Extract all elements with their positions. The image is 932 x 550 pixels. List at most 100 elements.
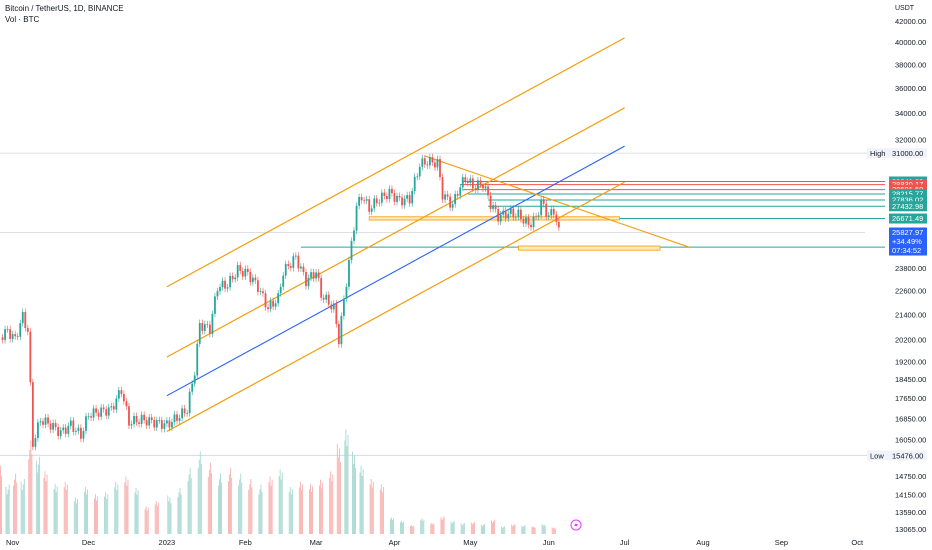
volume-bar <box>239 479 241 534</box>
volume-bar <box>369 484 371 534</box>
volume-bar <box>372 481 374 534</box>
candle-body <box>380 192 383 203</box>
volume-bar <box>187 481 189 534</box>
volume-bar <box>371 487 373 534</box>
volume-bar <box>197 468 199 534</box>
volume-bar <box>359 472 361 534</box>
volume-bar <box>136 494 138 534</box>
candle-body <box>9 329 12 339</box>
candle-body <box>439 159 441 178</box>
candle-body <box>310 272 312 278</box>
level-tag-text: 26671.49 <box>892 214 923 223</box>
volume-bar <box>22 484 24 534</box>
candle-body <box>29 331 32 383</box>
volume-bar <box>240 473 242 534</box>
candle-body <box>239 265 242 271</box>
candle-body <box>398 195 401 198</box>
candle-body <box>552 208 555 215</box>
volume-bar <box>134 492 136 534</box>
candle-body <box>530 224 532 228</box>
candle-body <box>11 334 14 339</box>
candle-body <box>363 200 366 202</box>
candle-body <box>509 208 512 214</box>
volume-bar <box>503 527 505 534</box>
volume-bar <box>432 524 434 534</box>
candle-body <box>1 337 4 340</box>
candle-body <box>289 266 292 268</box>
candle-body <box>176 414 178 421</box>
volume-bar <box>421 518 423 534</box>
volume-bar <box>504 526 506 534</box>
volume-bar <box>370 479 372 534</box>
candle-body <box>373 198 376 209</box>
candle-body <box>489 195 492 209</box>
level-tag-text: 27432.98 <box>892 202 923 211</box>
volume-bar <box>331 481 333 534</box>
last-price-tag-text: 25827.97 <box>892 228 923 237</box>
volume-bar <box>145 506 147 534</box>
candle-body <box>348 260 350 287</box>
candle-body <box>80 427 82 439</box>
volume-bar <box>413 525 415 534</box>
volume-bar <box>218 485 219 534</box>
candle-body <box>545 203 548 217</box>
candle-body <box>522 219 525 224</box>
candle-body <box>206 324 209 325</box>
volume-bar <box>55 491 57 534</box>
candle-body <box>251 277 254 283</box>
volume-bar <box>144 509 146 534</box>
candle-body <box>211 313 214 334</box>
candle-body <box>540 199 543 216</box>
candle-body <box>145 420 148 426</box>
candle-body <box>100 407 103 417</box>
candle-body <box>507 213 510 219</box>
candle-body <box>155 420 158 428</box>
volume-bar <box>403 521 405 534</box>
candle-body <box>431 157 434 163</box>
volume-bar <box>157 502 159 534</box>
volume-bar <box>532 527 534 534</box>
x-tick-label: Jun <box>543 538 555 547</box>
volume-bar <box>228 481 229 534</box>
volume-bar <box>38 464 39 534</box>
candle-body <box>181 408 183 419</box>
x-axis: Nov Dec 2023 Feb Mar Apr May Jun Jul Aug Sep Oct <box>6 538 864 547</box>
volume-bar <box>94 498 95 534</box>
volume-bar <box>511 524 513 534</box>
candle-body <box>479 180 482 185</box>
candle-body <box>436 159 439 168</box>
volume-bar <box>521 525 523 534</box>
candle-body <box>459 187 462 196</box>
volume-bar <box>322 482 324 534</box>
candle-body <box>393 193 396 202</box>
volume-bar <box>472 523 474 534</box>
volume-bar <box>442 518 444 534</box>
candle-body <box>312 272 315 279</box>
candle-body <box>52 422 55 430</box>
candle-body <box>300 266 302 269</box>
y-tick-label: 13065.00 <box>895 525 926 534</box>
candle-body <box>383 192 386 196</box>
volume-bar <box>269 476 271 534</box>
candle-body <box>279 286 282 294</box>
volume-bar <box>115 481 117 534</box>
volume-bar <box>392 519 393 534</box>
volume-bar <box>95 494 96 534</box>
candle-body <box>497 209 500 222</box>
volume-bar <box>14 479 16 534</box>
candle-body <box>259 291 262 292</box>
candle-body <box>469 178 472 183</box>
candle-body <box>325 294 328 300</box>
volume-bar <box>347 435 349 534</box>
candle-body <box>62 427 65 431</box>
candle-body <box>471 178 474 189</box>
candle-body <box>411 191 414 204</box>
candle-body <box>355 205 358 231</box>
candle-body <box>74 430 77 432</box>
volume-bar <box>280 479 282 534</box>
candle-body <box>163 423 166 429</box>
volume-bar <box>39 457 40 534</box>
volume-bar <box>493 521 495 534</box>
volume-bar <box>74 497 76 534</box>
